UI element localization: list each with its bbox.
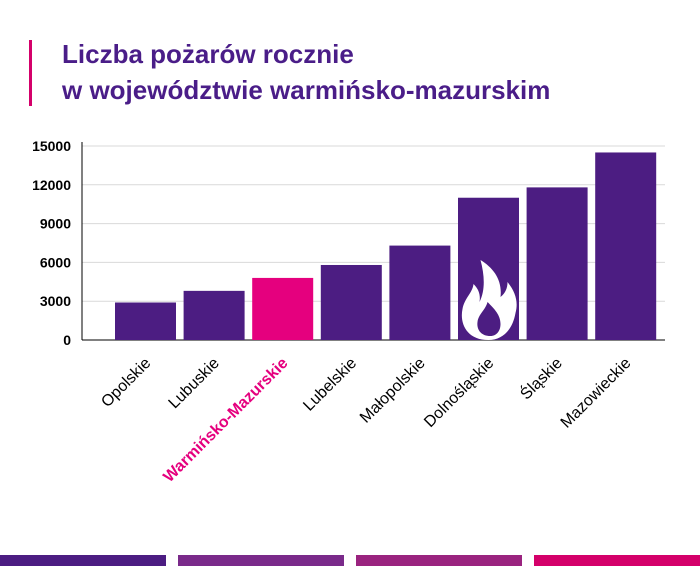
bar [595,152,657,340]
chart-title-line1: Liczba pożarów rocznie [62,39,354,69]
bar [389,245,451,340]
footer-segment [356,555,522,566]
title-accent-bar [29,40,32,106]
x-tick-label: Lubelskie [300,355,360,415]
flame-shape [461,260,517,340]
footer-segment [178,555,344,566]
footer-segment [534,555,700,566]
y-tick-label: 15000 [32,138,71,154]
chart-title: Liczba pożarów rocznie w województwie wa… [62,36,550,108]
bar [252,277,314,340]
x-tick-label: Dolnośląskie [421,355,497,431]
y-tick-label: 6000 [40,254,71,270]
x-tick-label: Opolskie [98,355,154,411]
y-tick-label: 12000 [32,177,71,193]
flame-icon [461,260,517,340]
y-tick-label: 3000 [40,293,71,309]
x-tick-label: Warmińsko-Mazurskie [160,355,291,486]
x-tick-label: Małopolskie [357,355,429,427]
y-tick-label: 0 [63,332,71,348]
bar [320,264,382,340]
x-tick-label: Lubuskie [166,355,223,412]
footer-stripe [0,555,700,566]
chart-title-line2: w województwie warmińsko-mazurskim [62,75,551,105]
x-tick-label: Śląskie [516,353,566,403]
bar [183,290,245,340]
bar [526,187,588,340]
x-tick-label: Mazowieckie [558,355,635,432]
y-tick-label: 9000 [40,216,71,232]
bar [115,302,176,340]
footer-segment [0,555,166,566]
